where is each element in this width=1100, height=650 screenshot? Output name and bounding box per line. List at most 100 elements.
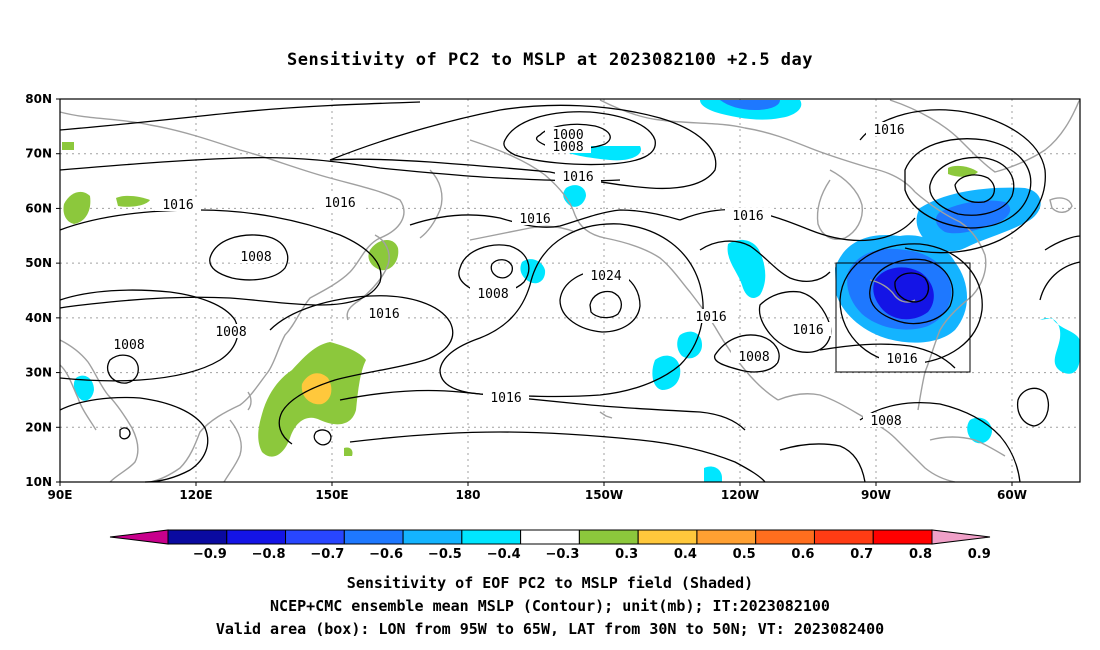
valid-area-box (835, 262, 971, 373)
contour-asia-1008a (209, 234, 289, 281)
svg-text:1008: 1008 (215, 325, 246, 340)
contour-na-1016b (699, 240, 831, 283)
coast-caribbean (929, 436, 1006, 457)
contour-arctic-1008 (503, 111, 656, 166)
caption-valid-area: Valid area (box): LON from 95W to 65W, L… (215, 620, 885, 638)
lon-tick-label: 90E (48, 488, 73, 502)
lat-tick-label: 40N (25, 311, 52, 325)
chart-title: Sensitivity of PC2 to MSLP at 2023082100… (286, 50, 813, 70)
contour-mid-pac (409, 209, 681, 228)
lat-tick-label: 20N (25, 420, 52, 434)
svg-text:1016: 1016 (695, 310, 726, 325)
contour-label: 1016 (512, 211, 558, 227)
contour-small-low (313, 429, 332, 446)
pos-shade-china2 (116, 195, 150, 207)
coast-taiwan (247, 391, 252, 411)
svg-text:1016: 1016 (324, 196, 355, 211)
lat-tick-label: 60N (25, 201, 52, 215)
coast-indochina (59, 339, 139, 483)
contour-label: 1008 (233, 249, 279, 265)
contour-label: 1016 (866, 122, 912, 138)
pos-shade-china3 (62, 142, 74, 150)
lon-tick-label: 120W (721, 488, 759, 502)
contour-label: 1016 (879, 351, 925, 367)
lon-tick-label: 180 (455, 488, 480, 502)
coast-kamchatka (419, 169, 443, 239)
colorbar-low-arrow (109, 529, 169, 545)
lat-tick-label: 10N (25, 475, 52, 489)
colorbar-swatch (285, 529, 345, 545)
neg-shade-w1 (73, 375, 94, 401)
colorbar-label: −0.8 (252, 547, 286, 562)
svg-text:1024: 1024 (590, 269, 621, 284)
svg-text:1016: 1016 (873, 123, 904, 138)
contour-label: 1016 (725, 208, 771, 224)
svg-text:1016: 1016 (886, 352, 917, 367)
lon-tick-label: 120E (179, 488, 212, 502)
pos-shade-china (63, 191, 91, 224)
contour-label: 1016 (317, 195, 363, 211)
contour-label: 1016 (688, 309, 734, 325)
neg-shade-epac (652, 355, 681, 390)
colorbar-label: 0.5 (733, 547, 756, 562)
contour-greenland-low1 (954, 174, 995, 204)
contour-na-1016a (679, 208, 916, 242)
colorbar-label: −0.3 (545, 547, 579, 562)
contour-atl-south (779, 443, 866, 483)
neg-shade-arctic-inner (720, 100, 780, 110)
contour-pac-high-1024 (559, 269, 641, 333)
pos-shade-japan (368, 239, 399, 271)
contour-label: 1016 (361, 306, 407, 322)
coast-aleutians (469, 225, 576, 241)
contour-atl-east (1044, 235, 1081, 251)
lon-tick-label: 90W (861, 488, 891, 502)
colorbar-swatch (755, 529, 815, 545)
colorbar-swatch (637, 529, 698, 545)
svg-text:1008: 1008 (113, 338, 144, 353)
contour-atl-low (1016, 387, 1049, 427)
contour-north-band (59, 156, 621, 182)
coast-na-east (914, 191, 987, 373)
colorbar-label: 0.8 (909, 547, 932, 562)
contour-greenland-low3 (904, 138, 1032, 229)
contour-na-1008 (713, 334, 780, 373)
svg-text:1008: 1008 (738, 350, 769, 365)
colorbar-label: −0.4 (487, 547, 521, 562)
coast-florida (917, 371, 926, 411)
contour-label: 1008 (545, 139, 591, 155)
colorbar-label: −0.7 (310, 547, 344, 562)
colorbar-swatch (696, 529, 757, 545)
colorbar-swatch (520, 529, 580, 545)
lat-tick-label: 70N (25, 147, 52, 161)
svg-text:1016: 1016 (368, 307, 399, 322)
colorbar-swatch (402, 529, 463, 545)
contour-greenland-1008 (859, 109, 1046, 254)
contour-pac-1016-outer (339, 389, 746, 431)
svg-text:1008: 1008 (870, 414, 901, 429)
svg-text:1008: 1008 (240, 250, 271, 265)
map-border (59, 98, 1081, 483)
svg-text:1008: 1008 (552, 140, 583, 155)
colorbar-swatch (343, 529, 404, 545)
neg-shade-epac2 (677, 331, 702, 359)
pos-shade-greenland (948, 165, 978, 177)
lon-tick-label: 150W (585, 488, 623, 502)
contour-arctic-1016 (329, 104, 717, 190)
contour-label: 1008 (470, 286, 516, 302)
colorbar-label: −0.6 (369, 547, 403, 562)
svg-text:1016: 1016 (490, 391, 521, 406)
colorbar-high-arrow (931, 529, 991, 545)
svg-text:1016: 1016 (562, 170, 593, 185)
caption-contour: NCEP+CMC ensemble mean MSLP (Contour); u… (270, 597, 830, 615)
contour-label: 1008 (731, 349, 777, 365)
colorbar-swatch (167, 529, 228, 545)
contour-pac-high-inner (589, 290, 623, 319)
svg-text:1016: 1016 (792, 323, 823, 338)
contour-na-1016d (819, 343, 956, 369)
colorbar: −0.9 −0.8 −0.7 −0.6 −0.5 −0.4 −0.3 0.3 0.4 0.5 0.6… (109, 529, 991, 562)
lat-tick-label: 50N (25, 256, 52, 270)
contour-pac-outer2 (349, 431, 766, 483)
map-panel: 1000 1008 1016 1016 1016 1016 1016 1016 … (25, 92, 1081, 502)
contour-label: 1008 (863, 413, 909, 429)
